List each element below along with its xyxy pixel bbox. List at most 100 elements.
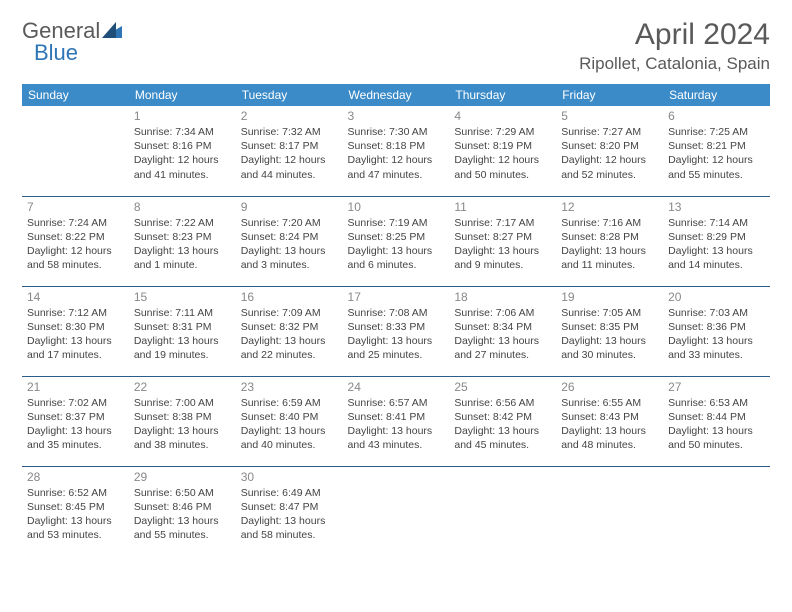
daylight-text: Daylight: 13 hours: [668, 244, 765, 258]
sunset-text: Sunset: 8:22 PM: [27, 230, 124, 244]
sunset-text: Sunset: 8:23 PM: [134, 230, 231, 244]
sunrise-text: Sunrise: 7:32 AM: [241, 125, 338, 139]
day-number: 12: [561, 200, 658, 214]
day-header-row: Sunday Monday Tuesday Wednesday Thursday…: [22, 84, 770, 106]
sunset-text: Sunset: 8:37 PM: [27, 410, 124, 424]
daylight-text: and 1 minute.: [134, 258, 231, 272]
calendar-day-cell: 13Sunrise: 7:14 AMSunset: 8:29 PMDayligh…: [663, 196, 770, 286]
sunset-text: Sunset: 8:43 PM: [561, 410, 658, 424]
location-text: Ripollet, Catalonia, Spain: [579, 54, 770, 74]
calendar-day-cell: 27Sunrise: 6:53 AMSunset: 8:44 PMDayligh…: [663, 376, 770, 466]
sunrise-text: Sunrise: 6:52 AM: [27, 486, 124, 500]
daylight-text: and 19 minutes.: [134, 348, 231, 362]
day-number: 8: [134, 200, 231, 214]
daylight-text: Daylight: 13 hours: [561, 334, 658, 348]
sunset-text: Sunset: 8:45 PM: [27, 500, 124, 514]
calendar-day-cell: [663, 466, 770, 556]
day-number: 3: [348, 109, 445, 123]
daylight-text: and 9 minutes.: [454, 258, 551, 272]
calendar-day-cell: 18Sunrise: 7:06 AMSunset: 8:34 PMDayligh…: [449, 286, 556, 376]
day-number: 24: [348, 380, 445, 394]
calendar-day-cell: 21Sunrise: 7:02 AMSunset: 8:37 PMDayligh…: [22, 376, 129, 466]
calendar-day-cell: 2Sunrise: 7:32 AMSunset: 8:17 PMDaylight…: [236, 106, 343, 196]
daylight-text: Daylight: 13 hours: [241, 244, 338, 258]
calendar-day-cell: 14Sunrise: 7:12 AMSunset: 8:30 PMDayligh…: [22, 286, 129, 376]
daylight-text: Daylight: 12 hours: [134, 153, 231, 167]
title-block: April 2024 Ripollet, Catalonia, Spain: [579, 18, 770, 74]
sunrise-text: Sunrise: 7:20 AM: [241, 216, 338, 230]
daylight-text: Daylight: 12 hours: [561, 153, 658, 167]
daylight-text: Daylight: 13 hours: [561, 424, 658, 438]
sunset-text: Sunset: 8:30 PM: [27, 320, 124, 334]
day-header: Tuesday: [236, 84, 343, 106]
calendar-day-cell: 16Sunrise: 7:09 AMSunset: 8:32 PMDayligh…: [236, 286, 343, 376]
day-header: Monday: [129, 84, 236, 106]
daylight-text: Daylight: 13 hours: [454, 424, 551, 438]
daylight-text: Daylight: 13 hours: [134, 514, 231, 528]
sunrise-text: Sunrise: 7:29 AM: [454, 125, 551, 139]
sunset-text: Sunset: 8:40 PM: [241, 410, 338, 424]
logo-icon: [102, 18, 122, 44]
calendar-day-cell: 25Sunrise: 6:56 AMSunset: 8:42 PMDayligh…: [449, 376, 556, 466]
daylight-text: and 50 minutes.: [668, 438, 765, 452]
sunrise-text: Sunrise: 6:55 AM: [561, 396, 658, 410]
daylight-text: and 52 minutes.: [561, 168, 658, 182]
sunset-text: Sunset: 8:35 PM: [561, 320, 658, 334]
sunset-text: Sunset: 8:21 PM: [668, 139, 765, 153]
day-number: 16: [241, 290, 338, 304]
day-number: 29: [134, 470, 231, 484]
sunset-text: Sunset: 8:28 PM: [561, 230, 658, 244]
sunrise-text: Sunrise: 6:50 AM: [134, 486, 231, 500]
sunrise-text: Sunrise: 7:14 AM: [668, 216, 765, 230]
daylight-text: Daylight: 13 hours: [241, 514, 338, 528]
sunrise-text: Sunrise: 7:00 AM: [134, 396, 231, 410]
sunrise-text: Sunrise: 7:22 AM: [134, 216, 231, 230]
sunset-text: Sunset: 8:16 PM: [134, 139, 231, 153]
calendar-day-cell: 1Sunrise: 7:34 AMSunset: 8:16 PMDaylight…: [129, 106, 236, 196]
calendar-week-row: 1Sunrise: 7:34 AMSunset: 8:16 PMDaylight…: [22, 106, 770, 196]
calendar-day-cell: 8Sunrise: 7:22 AMSunset: 8:23 PMDaylight…: [129, 196, 236, 286]
calendar-week-row: 28Sunrise: 6:52 AMSunset: 8:45 PMDayligh…: [22, 466, 770, 556]
day-number: 22: [134, 380, 231, 394]
sunset-text: Sunset: 8:33 PM: [348, 320, 445, 334]
calendar-day-cell: 22Sunrise: 7:00 AMSunset: 8:38 PMDayligh…: [129, 376, 236, 466]
daylight-text: and 3 minutes.: [241, 258, 338, 272]
day-number: 2: [241, 109, 338, 123]
page-header: General April 2024 Ripollet, Catalonia, …: [22, 18, 770, 74]
daylight-text: and 33 minutes.: [668, 348, 765, 362]
calendar-week-row: 21Sunrise: 7:02 AMSunset: 8:37 PMDayligh…: [22, 376, 770, 466]
day-number: 7: [27, 200, 124, 214]
calendar-day-cell: 3Sunrise: 7:30 AMSunset: 8:18 PMDaylight…: [343, 106, 450, 196]
day-number: 4: [454, 109, 551, 123]
sunset-text: Sunset: 8:44 PM: [668, 410, 765, 424]
daylight-text: and 44 minutes.: [241, 168, 338, 182]
day-number: 17: [348, 290, 445, 304]
daylight-text: and 41 minutes.: [134, 168, 231, 182]
sunrise-text: Sunrise: 7:30 AM: [348, 125, 445, 139]
sunset-text: Sunset: 8:19 PM: [454, 139, 551, 153]
calendar-table: Sunday Monday Tuesday Wednesday Thursday…: [22, 84, 770, 556]
calendar-day-cell: 6Sunrise: 7:25 AMSunset: 8:21 PMDaylight…: [663, 106, 770, 196]
day-number: 20: [668, 290, 765, 304]
sunset-text: Sunset: 8:17 PM: [241, 139, 338, 153]
day-header: Sunday: [22, 84, 129, 106]
sunset-text: Sunset: 8:47 PM: [241, 500, 338, 514]
daylight-text: and 43 minutes.: [348, 438, 445, 452]
calendar-day-cell: [556, 466, 663, 556]
day-number: 13: [668, 200, 765, 214]
day-number: 23: [241, 380, 338, 394]
sunset-text: Sunset: 8:27 PM: [454, 230, 551, 244]
sunrise-text: Sunrise: 7:02 AM: [27, 396, 124, 410]
daylight-text: Daylight: 12 hours: [27, 244, 124, 258]
daylight-text: and 45 minutes.: [454, 438, 551, 452]
daylight-text: and 35 minutes.: [27, 438, 124, 452]
sunrise-text: Sunrise: 7:34 AM: [134, 125, 231, 139]
calendar-day-cell: 5Sunrise: 7:27 AMSunset: 8:20 PMDaylight…: [556, 106, 663, 196]
sunrise-text: Sunrise: 7:06 AM: [454, 306, 551, 320]
calendar-day-cell: 19Sunrise: 7:05 AMSunset: 8:35 PMDayligh…: [556, 286, 663, 376]
daylight-text: Daylight: 12 hours: [454, 153, 551, 167]
calendar-week-row: 14Sunrise: 7:12 AMSunset: 8:30 PMDayligh…: [22, 286, 770, 376]
daylight-text: Daylight: 12 hours: [348, 153, 445, 167]
daylight-text: Daylight: 13 hours: [348, 244, 445, 258]
calendar-day-cell: 20Sunrise: 7:03 AMSunset: 8:36 PMDayligh…: [663, 286, 770, 376]
